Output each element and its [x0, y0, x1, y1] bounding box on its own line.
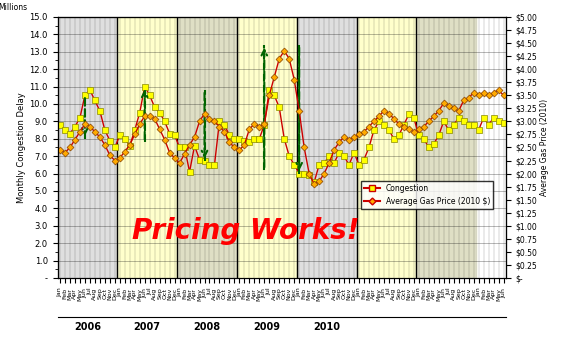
- Congestion: [375, 119, 382, 123]
- Congestion: [490, 116, 497, 120]
- Average Gas Price (2010 $): [375, 114, 382, 118]
- Average Gas Price (2010 $): [191, 135, 198, 139]
- Average Gas Price (2010 $): [310, 182, 317, 186]
- Y-axis label: Monthly Congestion Delay: Monthly Congestion Delay: [17, 92, 26, 203]
- Line: Average Gas Price (2010 $): Average Gas Price (2010 $): [58, 48, 506, 186]
- Congestion: [116, 133, 123, 137]
- Congestion: [445, 128, 452, 132]
- Average Gas Price (2010 $): [281, 49, 288, 53]
- Average Gas Price (2010 $): [500, 93, 507, 97]
- Congestion: [56, 123, 63, 127]
- Average Gas Price (2010 $): [435, 109, 442, 113]
- Congestion: [310, 180, 317, 184]
- Average Gas Price (2010 $): [56, 148, 63, 152]
- Line: Congestion: Congestion: [58, 84, 506, 185]
- Bar: [177, 17, 237, 278]
- Text: Millions: Millions: [0, 3, 27, 12]
- Text: Pricing Works!: Pricing Works!: [132, 217, 359, 245]
- Congestion: [196, 158, 203, 162]
- Average Gas Price (2010 $): [445, 104, 452, 108]
- Bar: [297, 17, 356, 278]
- Congestion: [435, 133, 442, 137]
- Bar: [416, 17, 476, 278]
- Average Gas Price (2010 $): [116, 156, 123, 160]
- Congestion: [500, 121, 507, 125]
- Y-axis label: Average Gas Price (2010): Average Gas Price (2010): [540, 99, 549, 196]
- Bar: [58, 17, 117, 278]
- Legend: Congestion, Average Gas Price (2010 $): Congestion, Average Gas Price (2010 $): [361, 181, 493, 209]
- Congestion: [141, 84, 148, 88]
- Average Gas Price (2010 $): [490, 91, 497, 95]
- Bar: [356, 17, 476, 278]
- Bar: [117, 17, 297, 278]
